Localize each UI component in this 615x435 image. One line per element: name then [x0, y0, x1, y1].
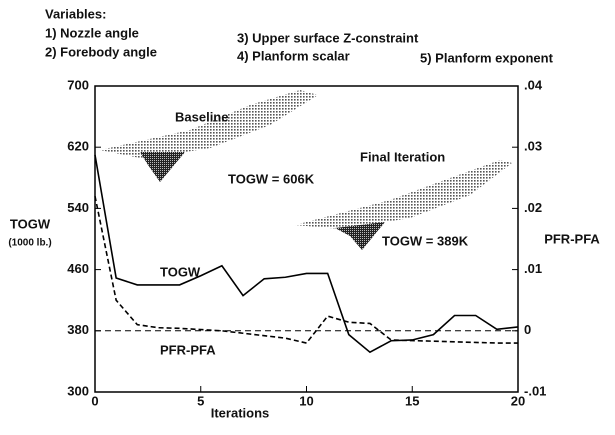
series-label: TOGW: [160, 264, 201, 279]
y-tick-label: 460: [67, 261, 89, 276]
variable-item: 4) Planform scalar: [237, 48, 350, 63]
x-axis-label: Iterations: [211, 405, 270, 420]
y-tick-label: 540: [67, 200, 89, 215]
annotation: Baseline: [175, 109, 228, 124]
annotation: TOGW = 389K: [382, 233, 469, 248]
y2-tick-label: .03: [524, 139, 542, 154]
y2-tick-label: 0: [524, 322, 531, 337]
x-tick-label: 5: [197, 393, 204, 408]
y2-tick-label: .01: [524, 261, 542, 276]
variables-title: Variables:: [45, 6, 106, 21]
y-axis-label: TOGW: [10, 216, 51, 231]
y-tick-label: 620: [67, 139, 89, 154]
x-tick-label: 15: [405, 393, 419, 408]
series-label: PFR-PFA: [160, 342, 216, 357]
variable-item: 5) Planform exponent: [420, 50, 554, 65]
x-tick-label: 20: [511, 393, 525, 408]
y-tick-label: 300: [67, 383, 89, 398]
x-tick-label: 10: [299, 393, 313, 408]
y-axis-note: (1000 lb.): [8, 238, 51, 249]
annotation: TOGW = 606K: [228, 171, 315, 186]
series-line: [95, 196, 518, 343]
variable-item: 2) Forebody angle: [45, 44, 157, 59]
y-tick-label: 380: [67, 322, 89, 337]
variable-item: 3) Upper surface Z-constraint: [237, 30, 419, 45]
x-tick-label: 0: [91, 393, 98, 408]
aircraft-baseline: [100, 90, 318, 182]
variable-item: 1) Nozzle angle: [45, 25, 139, 40]
chart: Iterations TOGW (1000 lb.) PFR-PFA Varia…: [0, 0, 615, 430]
y2-tick-label: .04: [524, 77, 543, 92]
annotation: Final Iteration: [360, 149, 445, 164]
y-tick-label: 700: [67, 77, 89, 92]
y2-tick-label: .02: [524, 200, 542, 215]
y2-axis-label: PFR-PFA: [544, 231, 600, 246]
y2-tick-label: -.01: [524, 383, 546, 398]
